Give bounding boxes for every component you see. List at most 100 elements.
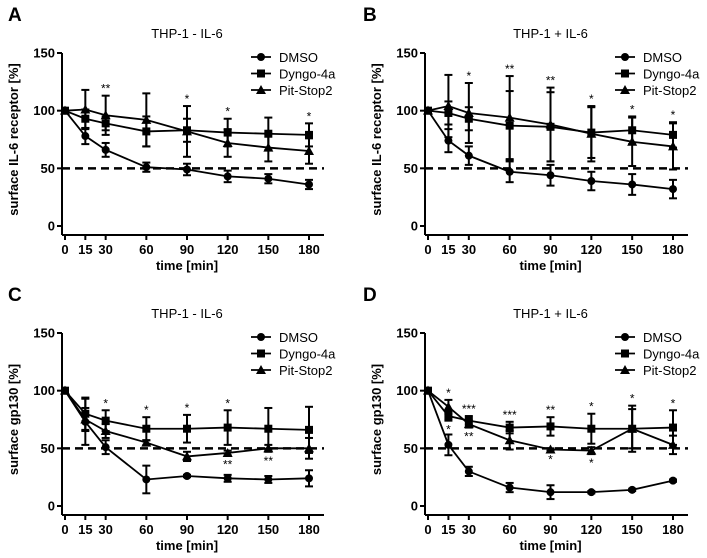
- legend-label: DMSO: [279, 330, 318, 345]
- data-point-square: [142, 424, 151, 433]
- data-point-triangle: [586, 128, 597, 138]
- chart-title: THP-1 + IL-6: [513, 306, 588, 321]
- x-tick-label: 150: [621, 242, 643, 257]
- significance-marker: ***: [462, 402, 476, 416]
- data-point-circle: [546, 171, 555, 180]
- series-dmso: [61, 106, 313, 191]
- legend-circle-icon: [621, 333, 629, 341]
- data-point-circle: [464, 467, 473, 476]
- significance-marker: *: [466, 69, 471, 83]
- data-point-square: [223, 423, 232, 432]
- x-tick-label: 90: [180, 242, 194, 257]
- data-point-triangle: [60, 105, 70, 115]
- legend-triangle-icon: [256, 85, 266, 94]
- legend-label: Dyngo-4a: [279, 67, 336, 82]
- significance-marker: *: [144, 403, 149, 417]
- panel-c: C THP-1 - IL-6 surface gp130 [%] time [min]…: [6, 285, 336, 553]
- legend-square-icon: [257, 349, 265, 358]
- x-tick-label: 150: [621, 522, 643, 537]
- y-tick-label: 150: [33, 46, 55, 61]
- y-tick-label: 50: [41, 161, 55, 176]
- x-tick-label: 60: [139, 522, 153, 537]
- x-tick-label: 15: [78, 242, 92, 257]
- data-point-triangle: [545, 119, 556, 129]
- series-line: [64, 110, 310, 186]
- significance-marker: *: [589, 456, 594, 470]
- data-point-circle: [183, 472, 191, 481]
- data-point-circle: [81, 132, 90, 141]
- x-tick-label: 120: [580, 522, 602, 537]
- data-point-circle: [223, 474, 232, 483]
- legend-circle-icon: [621, 53, 629, 61]
- panel-label: D: [363, 285, 377, 306]
- data-point-circle: [264, 174, 273, 183]
- y-axis-label: surface gp130 [%]: [369, 364, 384, 475]
- legend-label: Pit-Stop2: [279, 83, 332, 98]
- series-pit-stop2: [423, 73, 678, 171]
- data-point-square: [305, 425, 313, 434]
- y-tick-label: 100: [396, 103, 418, 118]
- data-point-circle: [101, 443, 110, 452]
- x-tick-label: 30: [98, 242, 112, 257]
- data-point-circle: [587, 488, 596, 497]
- series-dmso: [424, 106, 677, 200]
- x-tick-label: 15: [441, 522, 455, 537]
- y-axis-label: surface IL-6 receptor [%]: [6, 63, 21, 215]
- significance-marker: *: [671, 108, 676, 122]
- series-dmso: [424, 386, 677, 501]
- data-point-circle: [223, 172, 232, 181]
- y-tick-label: 0: [48, 219, 55, 234]
- data-point-square: [264, 424, 273, 433]
- chart-title: THP-1 + IL-6: [513, 26, 588, 41]
- y-tick-label: 150: [396, 326, 418, 341]
- data-point-triangle: [263, 443, 274, 453]
- legend-label: Dyngo-4a: [643, 347, 700, 362]
- legend-square-icon: [257, 69, 265, 78]
- panel-label: A: [8, 5, 22, 26]
- panel-d: D THP-1 + IL-6 surface gp130 [%] time [min]…: [363, 285, 700, 553]
- data-point-circle: [305, 180, 313, 189]
- y-tick-label: 150: [33, 326, 55, 341]
- x-tick-label: 15: [78, 522, 92, 537]
- data-point-circle: [628, 180, 637, 189]
- significance-marker: *: [671, 396, 676, 410]
- data-point-triangle: [304, 146, 314, 156]
- data-point-triangle: [443, 401, 454, 411]
- significance-marker: **: [223, 457, 233, 471]
- y-axis-label: surface gp130 [%]: [6, 364, 21, 475]
- data-point-square: [444, 412, 453, 421]
- significance-marker: *: [630, 392, 635, 406]
- legend-label: DMSO: [643, 50, 682, 65]
- significance-marker: *: [225, 396, 230, 410]
- x-tick-label: 60: [139, 242, 153, 257]
- x-tick-label: 0: [424, 522, 431, 537]
- significance-marker: *: [225, 105, 230, 119]
- x-axis-label: time [min]: [519, 538, 581, 553]
- data-point-triangle: [443, 101, 454, 111]
- significance-marker: *: [446, 423, 451, 437]
- significance-marker: ***: [503, 408, 517, 422]
- data-point-circle: [444, 136, 453, 145]
- data-point-triangle: [423, 385, 433, 395]
- significance-marker: **: [505, 62, 515, 76]
- data-point-square: [505, 423, 514, 432]
- data-point-circle: [669, 476, 677, 485]
- data-point-circle: [305, 474, 313, 483]
- panel-label: C: [8, 285, 22, 306]
- x-tick-label: 15: [441, 242, 455, 257]
- data-point-circle: [264, 475, 273, 484]
- data-point-square: [587, 424, 596, 433]
- y-tick-label: 0: [48, 499, 55, 514]
- significance-marker: *: [307, 109, 312, 123]
- data-point-triangle: [668, 141, 678, 151]
- y-tick-label: 0: [411, 219, 418, 234]
- x-tick-label: 0: [61, 522, 68, 537]
- data-point-circle: [142, 163, 151, 172]
- x-tick-label: 120: [217, 242, 239, 257]
- data-point-triangle: [504, 112, 515, 122]
- significance-marker: *: [589, 400, 594, 414]
- series-pit-stop2: [60, 385, 314, 463]
- x-tick-label: 180: [662, 242, 684, 257]
- significance-marker: *: [589, 92, 594, 106]
- panel-label: B: [363, 5, 377, 26]
